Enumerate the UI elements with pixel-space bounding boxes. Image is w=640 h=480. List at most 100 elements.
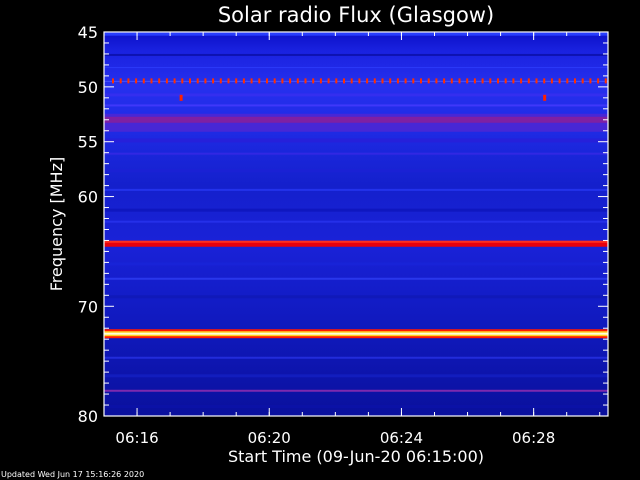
x-tick-label: 06:24 [380,429,423,447]
y-tick-label: 60 [78,188,98,207]
y-axis-label: Frequency [MHz] [47,157,66,291]
emission-band-72.5 [104,332,608,335]
burst-spike [258,78,261,84]
burst-spike [127,78,130,84]
background-stripe [104,262,608,266]
burst-spike [497,78,499,84]
burst-spike [504,78,507,84]
plot-frame [103,31,609,417]
background-stripe [104,374,608,378]
burst-spike [235,78,238,84]
background-stripe [104,67,608,69]
burst-spike [481,78,484,84]
burst-spike [181,78,184,84]
burst-spike [227,78,230,84]
burst-spike [404,78,407,84]
background-stripe [104,53,608,56]
background-stripe [104,152,608,155]
burst-spike [574,78,576,84]
burst-spike [358,78,361,84]
burst-spike [389,78,392,84]
burst-spike [296,78,299,84]
burst-spike [350,78,353,84]
burst-spike [142,78,145,84]
burst-spike [458,78,461,84]
y-tick-label: 80 [78,407,98,426]
burst-spike [512,78,515,84]
background-stripe [104,356,608,359]
burst-spike [373,78,376,84]
background-stripe [104,405,608,409]
chart-title: Solar radio Flux (Glasgow) [218,3,494,27]
background-stripe [104,208,608,212]
burst-spike [581,78,584,84]
burst-spike [242,78,245,84]
burst-spike [165,78,168,84]
emission-band-53 [104,113,608,132]
background-stripe [104,220,608,223]
burst-spike [543,78,546,84]
background-stripe [104,93,608,97]
emission-bands [104,32,608,409]
burst-spike [597,78,600,84]
y-tick-label: 70 [78,297,98,316]
isolated-spikes [112,78,607,101]
x-tick-label: 06:20 [248,429,291,447]
burst-spike [212,78,215,84]
burst-spike [535,78,538,84]
burst-spike [443,78,446,84]
burst-spike [473,78,476,84]
y-tick-label: 50 [78,78,98,97]
burst-spike [219,78,222,84]
burst-spike [273,78,276,84]
burst-spike [527,78,530,84]
emission-band-64.3 [104,240,608,243]
background-stripe [104,104,608,107]
burst-spike [396,78,399,84]
burst-spike [381,78,384,84]
isolated-spike [543,94,547,101]
burst-spike [566,78,569,84]
burst-spike [450,78,453,84]
burst-spike [289,78,292,84]
burst-spike [427,78,430,84]
y-axis-ticks: 45 50 55 60 70 80 [78,23,608,426]
updated-timestamp: Updated Wed Jun 17 15:16:26 2020 [1,470,145,479]
burst-spike [420,78,422,84]
burst-spike [112,78,114,84]
emission-band-64.3 [104,240,608,247]
burst-spike [489,78,492,84]
burst-spike [412,78,415,84]
background-stripe [104,138,608,143]
burst-spike [366,78,369,84]
emission-band-49.5 [104,80,608,82]
burst-spike [435,78,438,84]
burst-spike [189,78,191,84]
burst-spike [520,78,523,84]
background-stripe [104,188,608,191]
burst-spike [550,78,553,84]
burst-spike [250,78,253,84]
background-stripe [104,295,608,299]
burst-spike [173,78,176,84]
y-tick-label: 45 [78,23,98,42]
burst-spike [466,78,469,84]
burst-spike [589,78,592,84]
burst-spike [319,78,322,84]
background-stripe [104,277,608,280]
x-axis-ticks: 06:16 06:20 06:24 06:28 [115,32,601,447]
burst-spike [266,78,268,84]
plot-area [104,32,608,416]
burst-spike [343,78,345,84]
x-tick-label: 06:28 [512,429,555,447]
burst-spike [135,78,138,84]
burst-spike [204,78,207,84]
isolated-spike [179,94,183,101]
background-stripe [104,169,608,173]
burst-spike [158,78,161,84]
burst-spike [150,78,153,84]
burst-spike [119,78,122,84]
emission-band-77.7 [104,389,608,392]
burst-spike [312,78,315,84]
burst-spike [335,78,338,84]
